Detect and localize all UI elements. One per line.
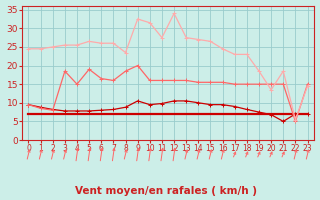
Text: Vent moyen/en rafales ( km/h ): Vent moyen/en rafales ( km/h ) [76,186,257,196]
